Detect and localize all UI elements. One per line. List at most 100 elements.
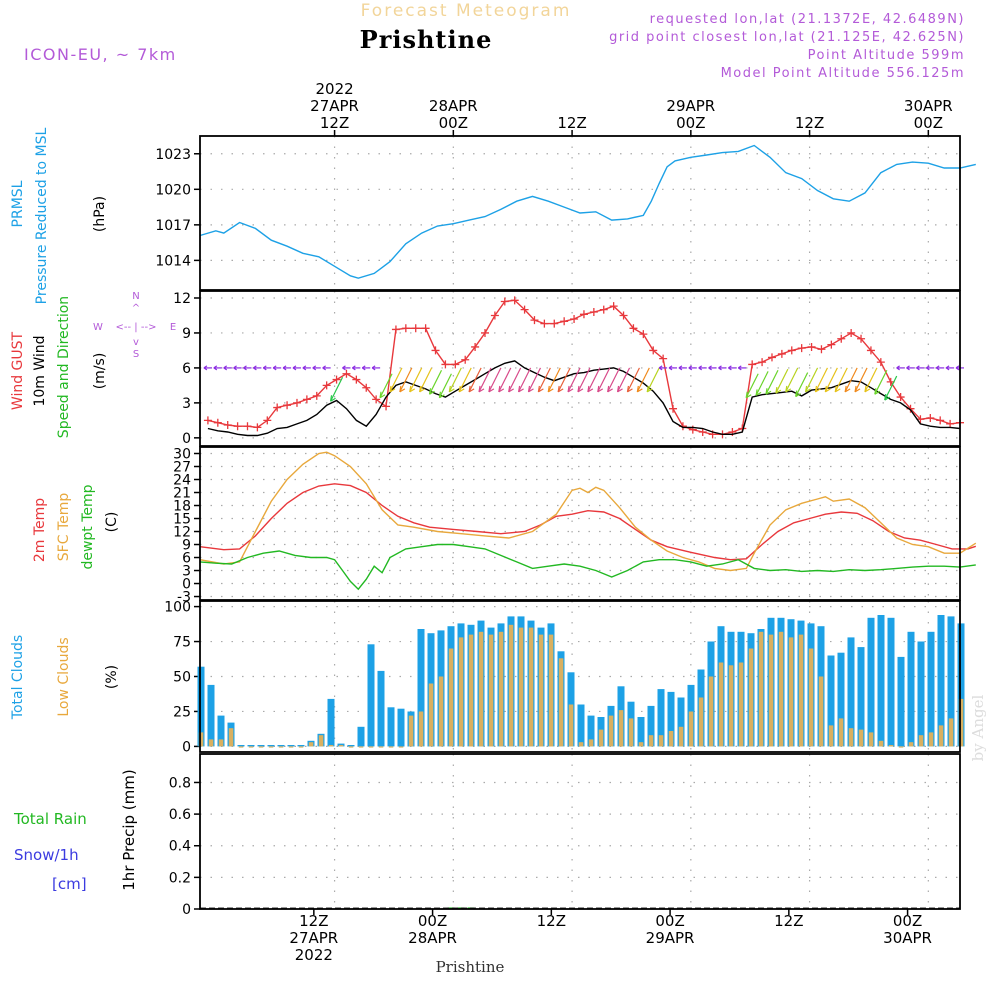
wind-arrow [389, 367, 403, 393]
gust-marker [273, 403, 282, 412]
panel-frame [199, 600, 961, 753]
wind-arrow [844, 367, 858, 393]
bar-clouds-0 [417, 629, 425, 747]
wind-arrow-head [399, 385, 406, 393]
y-tick-label: 0 [182, 431, 191, 447]
top-time-label: 2022 [315, 80, 353, 98]
gust-marker [659, 354, 668, 363]
wind-arrow [577, 367, 591, 393]
wind-arrow-head [458, 385, 465, 393]
bar-clouds-1 [518, 627, 524, 747]
bar-clouds-0 [397, 708, 405, 747]
gust-marker [550, 319, 559, 328]
label-2m-temp: 2m Temp [32, 498, 48, 562]
wind-arrow [448, 367, 462, 393]
wind-arrow [399, 367, 413, 393]
bar-clouds-1 [788, 637, 794, 747]
y-tick-label: 1023 [155, 147, 191, 163]
model-altitude: Model Point Altitude 556.125m [721, 66, 965, 81]
wind-arrow-head [864, 385, 871, 393]
point-altitude: Point Altitude 599m [808, 48, 965, 63]
series-line-temperature-2 [199, 543, 976, 591]
bar-clouds-1 [928, 732, 934, 747]
forecast-title: Forecast Meteogram [361, 1, 572, 21]
wind-arrow-head [438, 391, 445, 399]
y-tick-label: 0 [182, 739, 191, 755]
wind-arrow-head [814, 385, 821, 393]
bar-clouds-1 [298, 746, 304, 748]
location-title: Prishtine [360, 25, 493, 54]
bar-clouds-1 [558, 658, 564, 747]
gust-marker [797, 344, 806, 353]
gust-marker [787, 346, 796, 355]
top-time-label: 29APR [666, 97, 715, 115]
label-ms: (m/s) [92, 353, 108, 390]
bar-clouds-0 [207, 684, 215, 747]
gust-marker [629, 324, 638, 333]
wind-arrow [775, 368, 789, 394]
wind-arrow-head [517, 385, 524, 393]
wind-arrow-head [765, 388, 772, 395]
wind-arrow-head [795, 390, 801, 398]
wind-arrow [428, 369, 443, 395]
wind-arrow-head [428, 388, 435, 395]
bar-clouds-1 [318, 735, 324, 747]
label-total-rain: Total Rain [13, 810, 87, 828]
wind-arrow-head [698, 365, 703, 371]
gust-marker [421, 324, 430, 333]
wind-arrow-head [728, 365, 732, 371]
gust-marker [817, 345, 826, 354]
wind-arrow-head [272, 365, 277, 371]
series-line-wind-1 [207, 360, 961, 437]
bar-clouds-0 [937, 615, 945, 747]
bar-clouds-1 [758, 631, 764, 747]
bar-clouds-1 [388, 746, 394, 748]
bar-clouds-1 [698, 697, 704, 747]
gust-marker [599, 305, 608, 314]
panel-frame [199, 290, 961, 447]
bar-clouds-0 [897, 656, 905, 747]
y-tick-label: -3 [177, 590, 191, 606]
wind-arrow-head [262, 365, 267, 371]
bar-clouds-1 [508, 624, 514, 747]
wind-arrow-head [708, 365, 712, 371]
gust-marker [619, 311, 628, 320]
panel-clouds: 0 25 50 75 100 [164, 600, 965, 755]
y-tick-label: 1017 [155, 218, 191, 234]
wind-arrow-head [636, 385, 643, 393]
compass-w: W [93, 322, 103, 333]
wind-arrow-head [874, 388, 881, 395]
wind-arrow [587, 367, 601, 393]
gust-marker [520, 305, 529, 314]
gust-marker [490, 311, 499, 320]
bar-clouds-1 [218, 739, 224, 747]
bottom-time-label: 00Z [418, 912, 447, 930]
bar-clouds-1 [568, 704, 574, 747]
bar-clouds-0 [837, 652, 845, 747]
watermark: by Angel [969, 694, 987, 761]
bar-clouds-1 [528, 627, 534, 747]
bar-clouds-0 [297, 745, 305, 747]
gust-marker [847, 328, 856, 337]
wind-arrow-head [945, 365, 950, 371]
label-total-clouds: Total Clouds [10, 635, 26, 720]
bottom-time-label: 29APR [646, 929, 695, 947]
label-pressure-msl: Pressure Reduced to MSL [34, 127, 50, 304]
gust-marker [411, 324, 420, 333]
top-time-label: 00Z [914, 114, 943, 132]
bar-clouds-1 [278, 746, 284, 748]
bar-clouds-1 [338, 745, 344, 747]
wind-arrow [419, 367, 433, 393]
model-label: ICON-EU, ~ 7km [24, 45, 177, 64]
wind-arrow-head [646, 385, 653, 393]
wind-arrow-head [688, 365, 693, 371]
gust-marker [481, 328, 489, 337]
gust-marker [946, 419, 955, 428]
wind-arrow-head [577, 385, 584, 393]
wind-arrow [478, 367, 492, 393]
gust-marker [609, 302, 618, 311]
wind-arrow [537, 367, 551, 393]
bar-clouds-1 [668, 731, 674, 747]
wind-arrow-head [775, 386, 782, 394]
wind-arrow-head [616, 385, 623, 393]
